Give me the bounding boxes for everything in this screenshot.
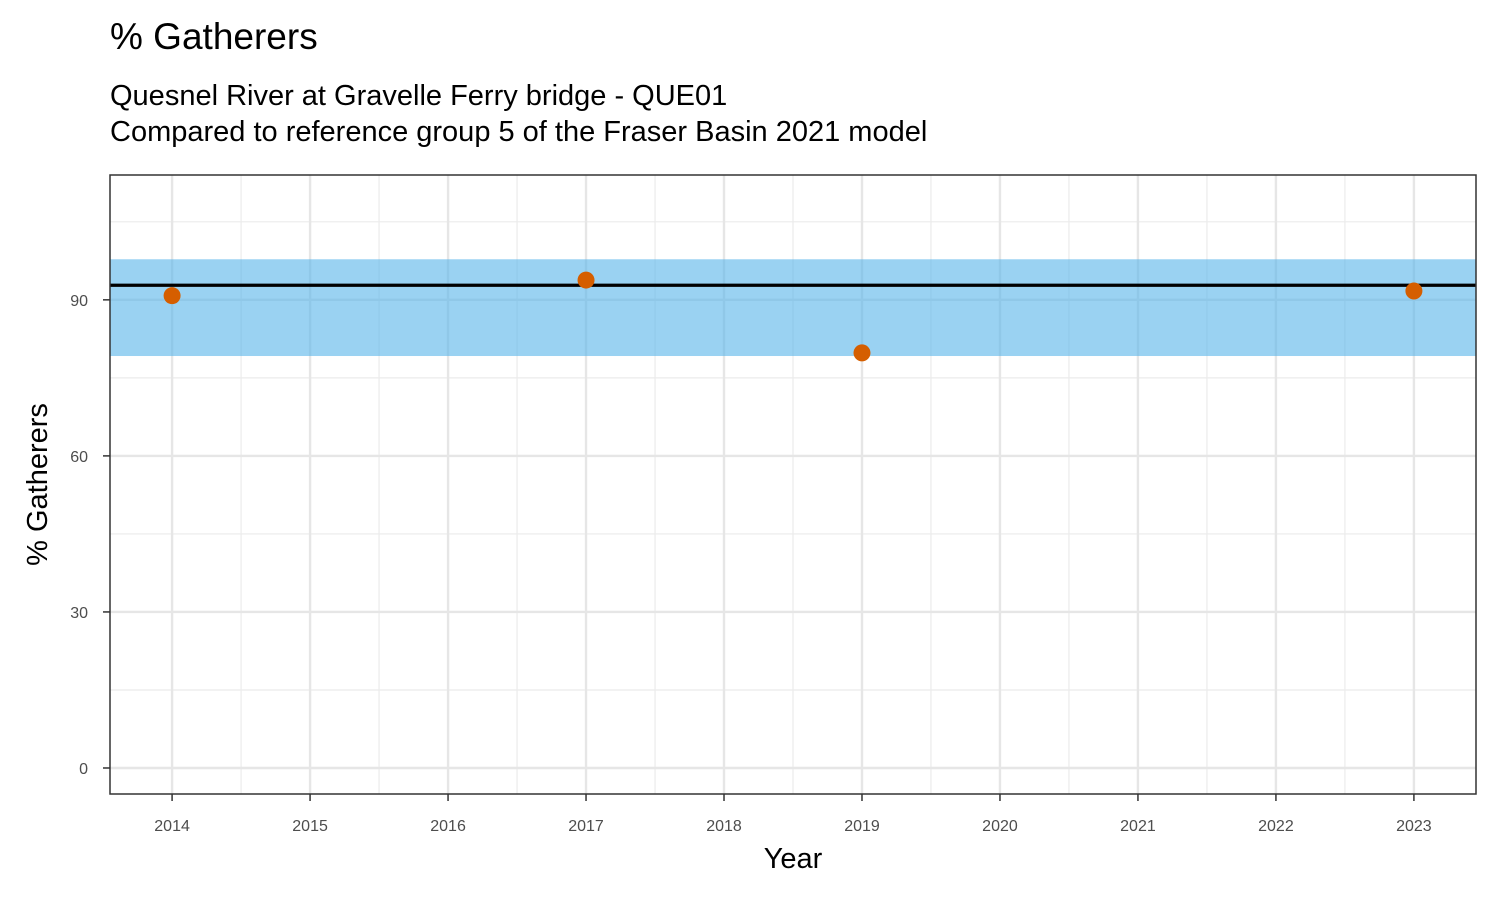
reference-band-layer [110, 259, 1476, 357]
x-tick-label: 2020 [982, 818, 1018, 835]
chart-subtitle-line-2: Compared to reference group 5 of the Fra… [110, 116, 928, 148]
y-tick-label: 90 [70, 293, 88, 310]
x-tick-label: 2019 [844, 818, 880, 835]
chart-subtitle-line-1: Quesnel River at Gravelle Ferry bridge -… [110, 80, 728, 112]
y-axis-title: % Gatherers [22, 403, 54, 566]
data-point [163, 287, 181, 305]
x-tick-label: 2015 [292, 818, 328, 835]
points-layer [163, 271, 1423, 362]
panel-border [109, 174, 1477, 795]
x-tick-label: 2022 [1258, 818, 1294, 835]
y-tick-label: 60 [70, 449, 88, 466]
data-point [577, 271, 595, 289]
x-tick-label: 2021 [1120, 818, 1156, 835]
y-tick-label: 0 [79, 761, 88, 778]
x-axis-title: Year [764, 843, 823, 875]
x-tick-label: 2017 [568, 818, 604, 835]
data-point [853, 344, 871, 362]
data-point [1405, 282, 1423, 300]
x-tick-label: 2023 [1396, 818, 1432, 835]
y-tick-label: 30 [70, 605, 88, 622]
axis-ticks: 2014 2015 2016 2017 2018 2019 2020 2021 2022 2023… [70, 293, 1432, 835]
reference-band [110, 259, 1476, 357]
x-tick-label: 2016 [430, 818, 466, 835]
x-tick-label: 2018 [706, 818, 742, 835]
x-tick-label: 2014 [154, 818, 190, 835]
chart-title: % Gatherers [110, 16, 318, 57]
